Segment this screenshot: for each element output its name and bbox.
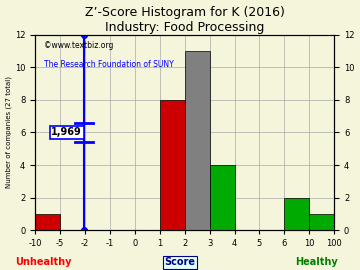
Text: The Research Foundation of SUNY: The Research Foundation of SUNY xyxy=(44,60,174,69)
Bar xyxy=(210,165,234,230)
Text: Healthy: Healthy xyxy=(296,257,338,267)
Text: Unhealthy: Unhealthy xyxy=(15,257,71,267)
Text: 1,969: 1,969 xyxy=(51,127,82,137)
Text: ©www.textbiz.org: ©www.textbiz.org xyxy=(44,40,113,50)
Y-axis label: Number of companies (27 total): Number of companies (27 total) xyxy=(5,76,12,188)
Bar xyxy=(309,214,334,230)
Bar xyxy=(35,214,60,230)
Title: Z’-Score Histogram for K (2016)
Industry: Food Processing: Z’-Score Histogram for K (2016) Industry… xyxy=(85,6,284,33)
Bar xyxy=(185,51,210,230)
Text: Score: Score xyxy=(165,257,195,267)
Bar xyxy=(284,198,309,230)
Bar xyxy=(160,100,185,230)
